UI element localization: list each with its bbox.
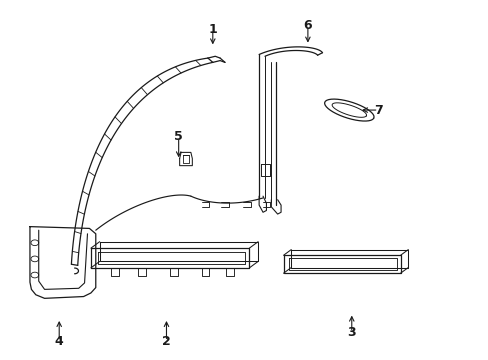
Text: 5: 5 [174, 130, 183, 144]
Text: 4: 4 [55, 335, 63, 348]
Text: 2: 2 [162, 335, 170, 348]
Text: 6: 6 [303, 19, 311, 32]
Text: 1: 1 [208, 23, 217, 36]
Text: 7: 7 [373, 104, 382, 117]
Text: 3: 3 [347, 326, 355, 339]
